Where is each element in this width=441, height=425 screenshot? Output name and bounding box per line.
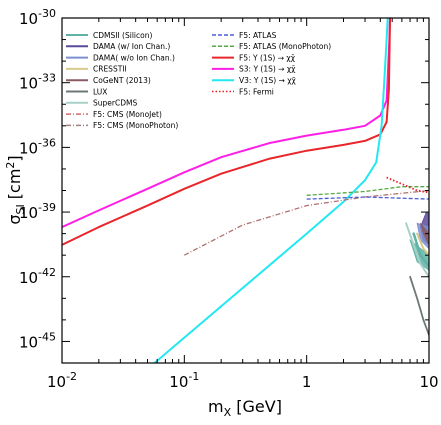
y-axis-title-units: [cm xyxy=(5,169,24,205)
y-tick-label-base: 10 xyxy=(19,333,38,351)
y-axis-title: σSI [cm2] xyxy=(4,155,27,224)
x-tick-label: 10 xyxy=(419,373,438,391)
series-line-f5-atlas-monophoton-5 xyxy=(306,186,429,196)
plot-area: 10-2 10-1 1 1010-3010-3310-3610-3910-4210-4… xyxy=(19,7,439,391)
x-axis-title: mX [GeV] xyxy=(208,397,282,419)
y-tick-label: 10-39 xyxy=(19,201,56,222)
series-line-cresstii-10 xyxy=(416,232,429,257)
legend-label: DAMA (w/ Ion Chan.) xyxy=(93,42,170,51)
x-axis-title-subscript: X xyxy=(224,406,232,419)
y-tick-label-base: 10 xyxy=(19,269,38,287)
legend-label: CDMSII (Silicon) xyxy=(93,31,152,40)
x-tick-label-base: 10 xyxy=(169,373,188,391)
legend-label: CRESSTII xyxy=(93,65,127,74)
legend-label: DAMA( w/o Ion Chan.) xyxy=(93,53,175,62)
region-cogent-2013-2 xyxy=(420,223,429,246)
y-tick-label: 10-42 xyxy=(19,266,56,287)
y-tick-label: 10-30 xyxy=(19,7,56,28)
y-axis-title-bracket: ] xyxy=(5,155,24,161)
y-tick-label-base: 10 xyxy=(19,139,38,157)
series-line-f5-cms-monophoton-3 xyxy=(184,189,429,256)
legend-label: S3: Υ (1S) → χχ̄ xyxy=(239,65,296,74)
y-tick-label: 10-33 xyxy=(19,72,56,93)
series-layer xyxy=(62,18,429,363)
x-tick-label-exponent: -2 xyxy=(66,370,77,383)
y-tick-label-exponent: -39 xyxy=(38,201,56,214)
legend-label: F5: Fermi xyxy=(239,87,274,96)
series-line-supercdms-7 xyxy=(405,222,429,278)
legend: CDMSII (Silicon) DAMA (w/ Ion Chan.) DAMA(… xyxy=(66,31,331,130)
legend-label: LUX xyxy=(93,87,107,96)
y-tick-label-exponent: -42 xyxy=(38,266,56,279)
x-tick-label: 1 xyxy=(302,373,312,391)
y-tick-label: 10-36 xyxy=(19,136,56,157)
y-tick-label-exponent: -33 xyxy=(38,72,56,85)
x-tick-label-base: 10 xyxy=(47,373,66,391)
x-tick-label-exponent: -1 xyxy=(188,370,199,383)
series-line-f5-atlas-4 xyxy=(306,196,429,200)
y-tick-label-base: 10 xyxy=(19,75,38,93)
y-tick-label-base: 10 xyxy=(19,204,38,222)
series-line-v3-1s-2 xyxy=(153,18,389,363)
y-tick-label-exponent: -30 xyxy=(38,7,56,20)
legend-label: F5: Υ (1S) → χχ̄ xyxy=(239,53,296,62)
x-tick-label-base: 1 xyxy=(302,373,312,391)
legend-label: F5: CMS (MonoPhoton) xyxy=(93,121,178,130)
x-tick-label-base: 10 xyxy=(419,373,438,391)
legend-label: F5: ATLAS xyxy=(239,31,277,40)
y-tick-label: 10-45 xyxy=(19,330,56,351)
series-line-lux-8 xyxy=(409,275,429,336)
series-line-f5-1s-1 xyxy=(62,18,391,246)
legend-label: F5: CMS (MonoJet) xyxy=(93,110,162,119)
series-line-s3-1s-0 xyxy=(62,18,391,229)
legend-label: V3: Υ (1S) → χχ̄ xyxy=(239,76,297,85)
series-line-cdmsii-silicon-9 xyxy=(412,232,429,268)
y-tick-label-base: 10 xyxy=(19,10,38,28)
y-axis-title-exponent: 2 xyxy=(4,162,17,169)
legend-entries: CDMSII (Silicon) DAMA (w/ Ion Chan.) DAMA(… xyxy=(66,31,331,130)
y-axis-title-subscript: SI xyxy=(14,204,27,214)
x-axis-title-units: [GeV] xyxy=(231,397,282,416)
y-tick-label-exponent: -36 xyxy=(38,136,56,149)
ticks-layer: 10-2 10-1 1 1010-3010-3310-3610-3910-4210-4… xyxy=(19,7,439,391)
x-tick-label: 10-1 xyxy=(169,370,199,391)
x-tick-label: 10-2 xyxy=(47,370,77,391)
legend-label: CoGeNT (2013) xyxy=(93,76,151,85)
legend-label: F5: ATLAS (MonoPhoton) xyxy=(239,42,331,51)
legend-label: SuperCDMS xyxy=(93,99,137,108)
y-tick-label-exponent: -45 xyxy=(38,330,56,343)
series-line-f5-fermi-6 xyxy=(386,176,429,194)
